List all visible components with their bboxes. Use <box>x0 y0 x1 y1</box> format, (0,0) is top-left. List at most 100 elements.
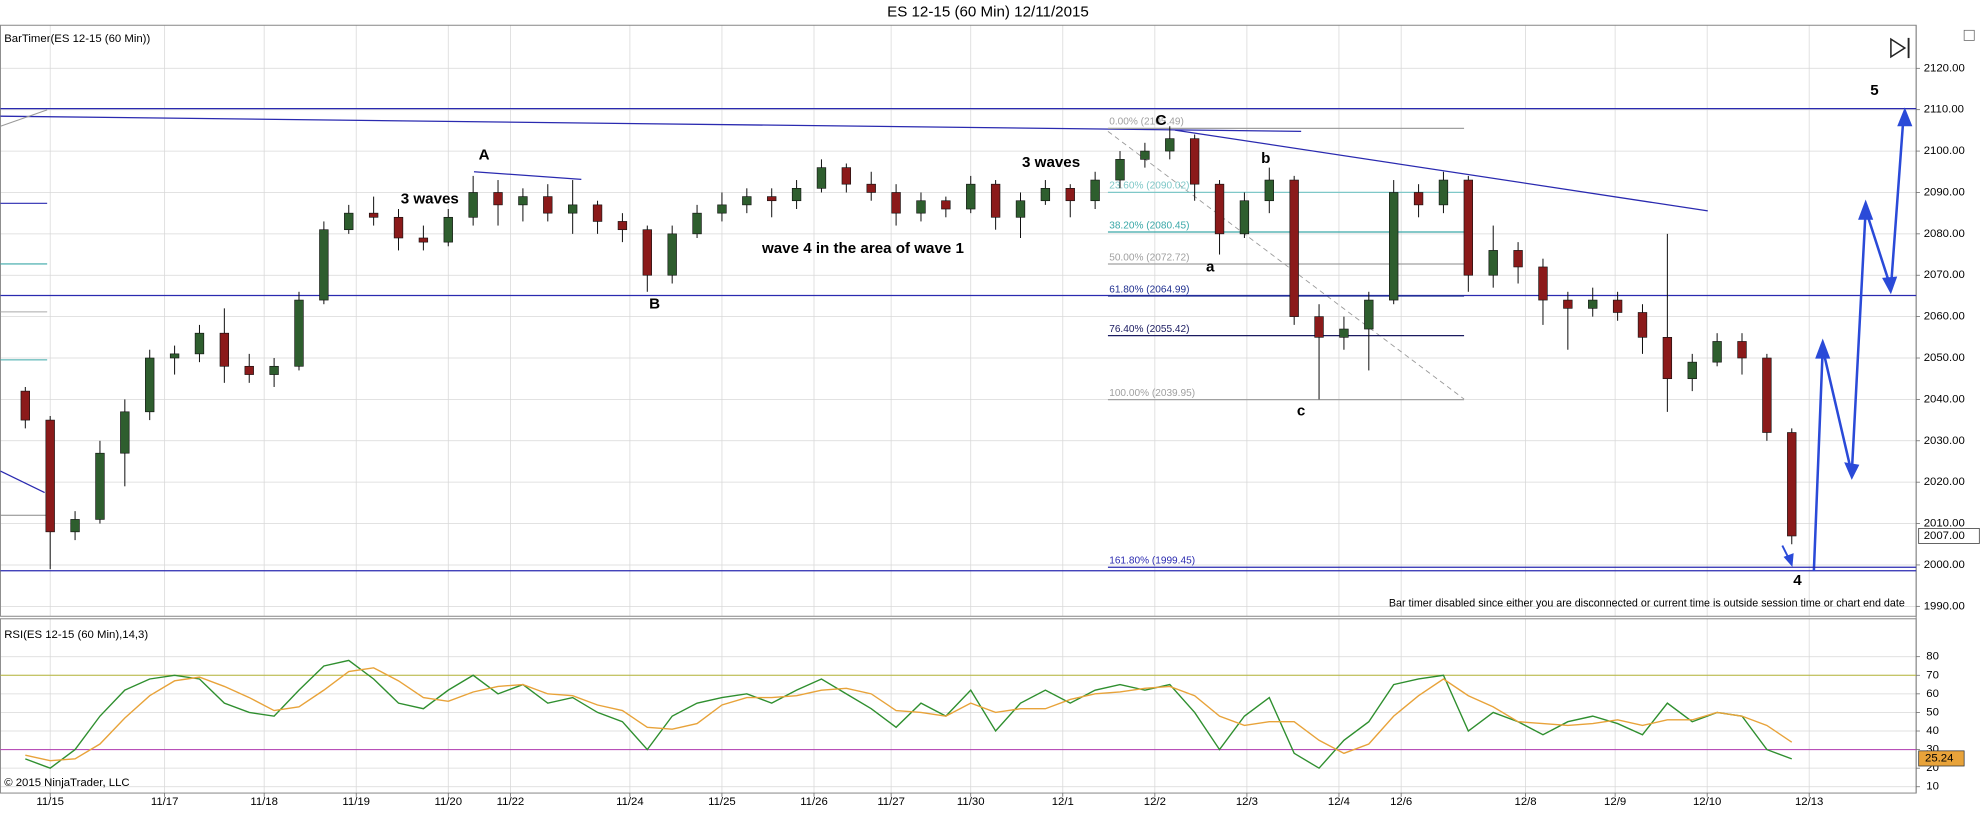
x-tick-label: 12/3 <box>1236 796 1258 808</box>
candle-body <box>1513 250 1523 268</box>
last-rsi-label: 25.24 <box>1925 752 1953 764</box>
rsi-line <box>25 667 1793 762</box>
candle-body <box>393 216 404 239</box>
candle-body <box>294 299 304 367</box>
arrow-head <box>1815 338 1831 359</box>
x-tick-label: 11/24 <box>616 796 644 808</box>
fib-label: 161.80% (1999.45) <box>1109 556 1195 567</box>
candle-body <box>1712 341 1722 363</box>
fib-label: 38.20% (2080.45) <box>1109 220 1189 231</box>
candle-body <box>1165 138 1175 152</box>
y-tick-label: 2040.00 <box>1924 393 1965 405</box>
candle-body <box>916 200 926 214</box>
annotation: B <box>649 295 660 312</box>
candle-body <box>443 216 453 243</box>
candle-body <box>1065 188 1075 202</box>
candle-body <box>344 212 354 231</box>
candle-body <box>1264 179 1274 202</box>
x-tick-label: 11/26 <box>800 796 828 808</box>
candle-body <box>45 419 55 533</box>
candle-body <box>692 212 702 235</box>
x-tick-label: 12/4 <box>1328 796 1350 808</box>
annotation: a <box>1206 259 1215 276</box>
last-rsi-box <box>1918 750 1965 767</box>
rsi-tick-label: 50 <box>1926 706 1939 718</box>
end-icon[interactable] <box>1890 37 1910 59</box>
y-tick-label: 2110.00 <box>1924 104 1964 116</box>
arrow-head <box>1897 107 1913 127</box>
candle-body <box>667 233 677 276</box>
candle-body <box>990 183 1001 218</box>
fib-label: 61.80% (2064.99) <box>1109 284 1189 295</box>
annotation: 4 <box>1793 572 1802 589</box>
annotation: c <box>1297 403 1305 420</box>
candle-body <box>145 357 155 413</box>
annotation: A <box>479 146 490 163</box>
grid <box>0 25 1917 794</box>
candle-body <box>1214 183 1225 235</box>
x-tick-label: 11/17 <box>151 796 179 808</box>
bar-timer-note: Bar timer disabled since either you are … <box>1389 597 1905 609</box>
x-tick-label: 11/22 <box>497 796 525 808</box>
annotation: 5 <box>1870 82 1878 99</box>
x-tick-label: 12/9 <box>1604 796 1626 808</box>
candle-body <box>1289 179 1299 317</box>
candle-body <box>1140 150 1150 160</box>
x-tick-label: 12/2 <box>1144 796 1166 808</box>
candle-body <box>1488 250 1498 276</box>
drawings <box>0 107 1917 572</box>
x-tick-label: 11/19 <box>342 796 370 808</box>
arrow-head <box>1882 276 1898 295</box>
x-tick-label: 11/25 <box>708 796 736 808</box>
projection-arrow <box>1812 116 1905 571</box>
candle-body <box>1015 200 1026 218</box>
last-price-box <box>1918 528 1980 544</box>
candle-body <box>1040 188 1051 202</box>
x-tick-label: 12/8 <box>1514 796 1536 808</box>
candle-body <box>1364 299 1374 330</box>
annotation: wave 4 in the area of wave 1 <box>761 240 964 257</box>
candle-body <box>1637 312 1648 338</box>
candle-body <box>1687 361 1697 380</box>
x-tick-label: 11/15 <box>36 796 64 808</box>
y-tick-label: 2050.00 <box>1924 352 1965 364</box>
chart-title: ES 12-15 (60 Min) 12/11/2015 <box>887 4 1089 21</box>
candle-body <box>20 390 30 421</box>
candle-body <box>1189 138 1200 185</box>
y-tick-label: 2010.00 <box>1924 518 1965 530</box>
x-tick-label: 11/27 <box>877 796 905 808</box>
rsi-tick-label: 10 <box>1926 781 1939 793</box>
x-tick-label: 11/30 <box>957 796 985 808</box>
candle-body <box>966 183 976 210</box>
arrow-head <box>1858 199 1874 220</box>
rsi-tick-label: 40 <box>1926 725 1939 737</box>
rsi-tick-label: 70 <box>1926 669 1939 681</box>
candle-body <box>1588 299 1598 309</box>
candle-body <box>1538 266 1548 301</box>
annotation: 3 waves <box>401 191 459 208</box>
candle-body <box>642 229 652 276</box>
candle-body <box>1463 179 1473 276</box>
x-tick-label: 12/13 <box>1795 796 1823 808</box>
candle-body <box>866 183 876 193</box>
candle-body <box>1612 299 1623 313</box>
candle-body <box>269 365 279 375</box>
y-tick-label: 2090.00 <box>1924 186 1965 198</box>
trend-line <box>0 470 45 494</box>
play-icon[interactable] <box>1890 37 1907 59</box>
trend-line <box>1174 129 1708 212</box>
candle-body <box>543 196 553 214</box>
last-price-label: 2007.00 <box>1924 530 1965 542</box>
x-tick-label: 12/6 <box>1390 796 1412 808</box>
candle-body <box>468 192 478 218</box>
candle-body <box>1563 299 1573 309</box>
candle-body <box>717 204 727 214</box>
candle-body <box>120 411 130 454</box>
panel-button[interactable] <box>1963 29 1975 41</box>
y-tick-label: 2060.00 <box>1924 311 1965 323</box>
x-tick-label: 12/1 <box>1052 796 1074 808</box>
fib-label: 0.00% (2105.49) <box>1109 117 1184 128</box>
rsi-title: RSI(ES 12-15 (60 Min),14,3) <box>4 629 148 641</box>
candle-body <box>368 212 379 218</box>
